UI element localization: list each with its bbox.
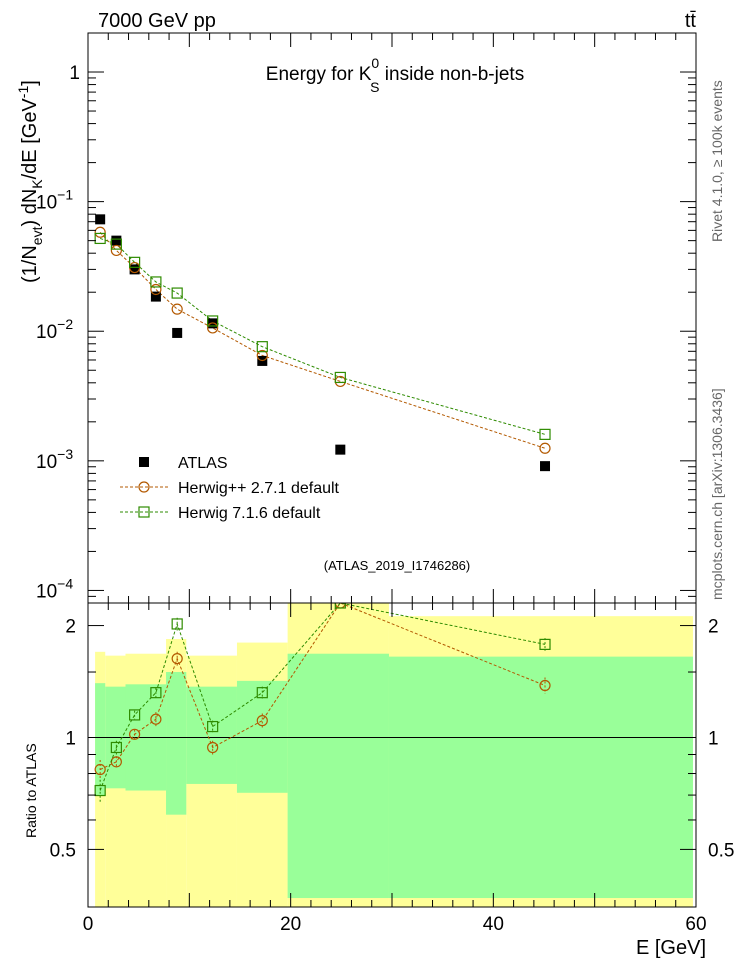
- data-point: [150, 283, 162, 296]
- ratio-ytick-label: 1: [65, 728, 76, 749]
- header-right: tt̄: [685, 10, 697, 32]
- data-point: [207, 315, 219, 327]
- legend-label: Herwig 7.1.6 default: [178, 505, 321, 522]
- main-ylabel: (1/Nevt) dNK/dE [GeV-1]: [15, 80, 45, 283]
- band-inner-3: [166, 672, 187, 815]
- ratio-axes: 0.5 0.51 12 20 20 40 60: [50, 603, 734, 935]
- data-point: [335, 444, 346, 455]
- main-ytick-base: 10: [36, 193, 57, 214]
- ratio-point: [171, 618, 183, 630]
- main-line-1: [99, 231, 546, 449]
- main-ytick-exp: −3: [57, 446, 73, 462]
- data-point: [110, 238, 122, 250]
- data-point: [540, 461, 551, 472]
- data-point: [334, 371, 346, 384]
- band-inner-4: [186, 686, 237, 784]
- legend: ATLAS Herwig++ 2.7.1 default Herwig 7.1.6 …: [120, 455, 340, 522]
- band-inner-7: [388, 656, 693, 899]
- data-point: [256, 341, 268, 353]
- xtick-label: 20: [280, 914, 301, 935]
- main-ytick-exp: −1: [57, 187, 73, 203]
- data-point: [256, 349, 268, 362]
- ratio-point: [207, 720, 219, 733]
- ratio-point: [256, 687, 268, 699]
- title-sup: 0: [371, 55, 379, 71]
- ratio-point: [171, 652, 183, 665]
- data-point: [150, 276, 162, 288]
- main-line-2: [99, 237, 546, 435]
- main-ytick-label: 10−3: [36, 446, 73, 473]
- data-point: [94, 232, 106, 245]
- ratio-ytick-label: 2: [65, 617, 76, 638]
- ratio-point: [207, 741, 219, 754]
- data-point: [539, 442, 551, 454]
- main-ytick-base: 10: [36, 452, 57, 473]
- data-point: [171, 287, 183, 299]
- main-ytick-label: 10−4: [36, 575, 73, 602]
- band-inner-0: [95, 683, 106, 796]
- data-point: [129, 264, 140, 275]
- legend-marker: [138, 506, 150, 518]
- data-point: [129, 256, 141, 268]
- ratio-point: [129, 709, 141, 721]
- main-ytick-base: 10: [36, 581, 57, 602]
- ratio-point: [94, 763, 106, 776]
- ratio-line-1: [99, 603, 546, 791]
- main-title: Energy for K0 S inside non-b-jets: [266, 55, 524, 95]
- ratio-point: [256, 715, 268, 727]
- ratio-uncertainty-bands: [88, 603, 696, 907]
- xtick-label: 60: [685, 914, 706, 935]
- xtick-label: 40: [483, 914, 504, 935]
- legend-label: ATLAS: [178, 455, 228, 472]
- title-sub: S: [370, 79, 379, 95]
- ratio-point: [539, 679, 551, 692]
- ratio-point: [94, 784, 106, 797]
- main-ytick-label: 10−1: [36, 187, 73, 214]
- data-point: [95, 214, 106, 225]
- legend-label: Herwig++ 2.7.1 default: [178, 480, 340, 497]
- analysis-watermark: (ATLAS_2019_I1746286): [324, 558, 470, 573]
- legend-marker: [139, 457, 149, 467]
- legend-marker: [138, 481, 150, 493]
- main-ytick-exp: −2: [57, 316, 73, 332]
- ratio-ytick-label-right: 1: [708, 728, 719, 749]
- header-left: 7000 GeV pp: [98, 10, 216, 32]
- main-ytick-label: 10−2: [36, 316, 73, 343]
- ratio-frame: [87, 602, 697, 908]
- ratio-ytick-label-right: 0.5: [708, 840, 734, 861]
- main-ytick-base: 10: [36, 322, 57, 343]
- x-axis-label: E [GeV]: [636, 937, 706, 959]
- ratio-line-0: [99, 603, 546, 770]
- ratio-ytick-label-right: 2: [708, 617, 719, 638]
- main-series: [94, 214, 551, 472]
- ratio-point: [129, 728, 141, 740]
- data-point: [110, 244, 122, 257]
- ratio-ytick-label: 0.5: [50, 840, 76, 861]
- ratio-ylabel: Ratio to ATLAS: [23, 743, 39, 838]
- data-point: [94, 226, 106, 238]
- main-ytick-label: 1: [69, 63, 80, 84]
- ratio-point: [539, 638, 551, 650]
- xtick-label: 0: [83, 914, 94, 935]
- band-inner-6: [287, 653, 389, 899]
- data-point: [150, 291, 161, 302]
- ratio-point: [150, 687, 162, 699]
- main-axes: 110−110−210−310−4: [36, 32, 697, 604]
- data-point: [539, 428, 551, 440]
- rivet-label: Rivet 4.1.0, ≥ 100k events: [709, 80, 725, 242]
- mcplots-label: mcplots.cern.ch [arXiv:1306.3436]: [709, 388, 725, 600]
- title-suffix: inside non-b-jets: [380, 64, 525, 85]
- main-ytick-exp: −4: [57, 575, 73, 591]
- band-inner-5: [236, 680, 288, 793]
- title-prefix: Energy for K: [266, 64, 372, 85]
- data-point: [111, 235, 122, 246]
- ratio-point: [150, 713, 162, 725]
- data-point: [172, 327, 183, 338]
- data-point: [207, 322, 219, 334]
- ratio-point: [334, 603, 346, 609]
- data-point: [171, 303, 183, 315]
- ratio-point: [110, 741, 122, 754]
- ratio-series: [94, 603, 551, 803]
